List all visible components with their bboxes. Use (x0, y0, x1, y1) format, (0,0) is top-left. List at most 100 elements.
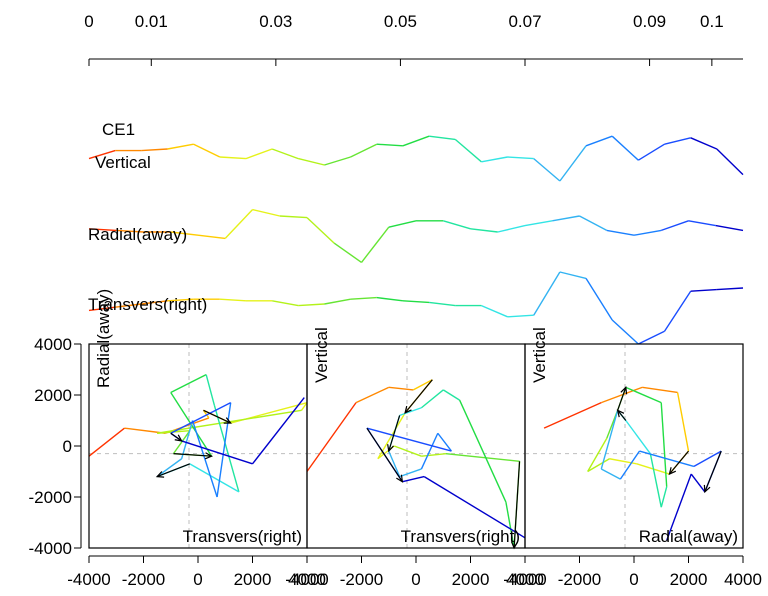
arrow-head (616, 409, 625, 418)
hodogram-segment (189, 463, 240, 493)
y-tick-label: -2000 (29, 488, 72, 507)
top-tick-label: 0.05 (384, 12, 417, 31)
trace-segment (552, 215, 580, 222)
hodogram-segment (180, 420, 194, 459)
hodogram-segment (202, 409, 210, 419)
top-tick-label: 0.09 (633, 12, 666, 31)
arrow-head (155, 471, 165, 478)
trace-segment (611, 319, 639, 345)
hodogram-segment (421, 452, 447, 457)
trace-segment (716, 148, 744, 176)
trace-segment (606, 229, 635, 236)
trace-series (88, 271, 744, 345)
hodogram-segment (649, 453, 662, 508)
x-tick-label: -4000 (67, 570, 110, 589)
trace-segment (324, 156, 351, 166)
hodogram-segment (399, 468, 422, 478)
trace-segment (715, 224, 744, 232)
trace-segment (664, 137, 691, 145)
trace-segment (170, 231, 199, 236)
hodogram-segment (690, 473, 706, 493)
hodogram-segment (642, 386, 678, 394)
trace-segment (579, 215, 608, 232)
trace-segment (167, 298, 194, 302)
panel-x-label: Transvers(right) (401, 527, 520, 546)
y-tick-label: 4000 (34, 335, 72, 354)
trace-segment (324, 298, 351, 305)
trace-label: Vertical (95, 153, 151, 172)
top-tick-label: 0 (84, 12, 93, 31)
hodogram-segment (88, 427, 125, 457)
hodogram-segment (660, 486, 668, 508)
hodogram-panel: Radial(away)Transvers(right)-4000 -2000 0 2… (67, 289, 326, 589)
trace-segment (428, 301, 456, 307)
trace-segment (481, 156, 508, 163)
motion-arrow (388, 415, 401, 452)
x-tick-label: -4000 (503, 570, 546, 589)
x-tick-label: -2000 (340, 570, 383, 589)
y-tick-label: -4000 (29, 539, 72, 558)
hodogram-segment (587, 458, 610, 473)
trace-segment (279, 215, 308, 219)
trace-segment (88, 149, 116, 160)
motion-arrow (170, 432, 182, 442)
trace-segment (376, 296, 404, 302)
trace-segment (402, 135, 430, 147)
trace-segment (428, 135, 456, 141)
hodogram-segment (399, 407, 422, 417)
hodogram-segment (625, 420, 651, 455)
hodogram-segment (423, 476, 526, 539)
hodogram-segment (205, 374, 216, 406)
hodogram-segment (625, 386, 662, 404)
trace-segment (524, 220, 553, 227)
trace-segment (271, 148, 299, 160)
arrow-head (174, 434, 183, 442)
trace-segment (533, 158, 561, 182)
motion-arrow (173, 453, 212, 457)
trace-segment (663, 290, 692, 332)
arrow-head (204, 452, 214, 460)
arrow-head (668, 467, 677, 476)
hodogram-segment (170, 373, 207, 394)
trace-segment (470, 228, 498, 233)
hodogram-panels: 4000 2000 0 -2000 -4000 Radial(away) Transvers… (29, 289, 762, 589)
motion-arrow (366, 427, 403, 483)
hodogram-segment (587, 438, 608, 472)
trace-segment (690, 137, 718, 150)
hodogram-segment (666, 473, 692, 541)
hodogram-segment (600, 468, 621, 480)
hodogram-panel: Vertical Radial(away) -4000 -2000 0 2000 4000 (503, 327, 762, 589)
trace-label: Transvers(right) (88, 295, 207, 314)
top-time-axis: 0 0.01 0.03 0.05 0.07 0.09 0.1 (84, 12, 743, 66)
hodogram-segment (355, 386, 390, 404)
trace-segment (224, 209, 254, 239)
trace-series (88, 135, 744, 182)
motion-arrow (404, 379, 433, 414)
trace-segment (443, 220, 471, 230)
trace-segment (611, 135, 639, 161)
trace-segment (88, 306, 116, 312)
trace-segment (197, 234, 226, 240)
trace-segment (298, 303, 325, 307)
top-tick-label: 0.1 (700, 12, 724, 31)
trace-segment (167, 143, 194, 150)
hodogram-segment (170, 402, 232, 434)
x-tick-label: 2000 (670, 570, 708, 589)
arrow-head (703, 484, 711, 494)
x-tick-label: 4000 (506, 570, 544, 589)
hodogram-segment (393, 445, 422, 457)
hodogram-segment (676, 392, 690, 452)
motion-arrow (704, 450, 722, 493)
trace-segment (507, 156, 534, 160)
trace-segment (306, 217, 335, 244)
x-tick-label: 0 (411, 570, 420, 589)
trace-segment (585, 135, 613, 147)
panel-x-label: Transvers(right) (183, 527, 302, 546)
hodogram-segment (505, 501, 515, 549)
hodogram-segment (156, 458, 183, 478)
arrow-head (396, 474, 404, 483)
panel-x-label: Radial(away) (639, 527, 738, 546)
trace-segment (360, 226, 390, 263)
y-tick-label: 2000 (34, 386, 72, 405)
